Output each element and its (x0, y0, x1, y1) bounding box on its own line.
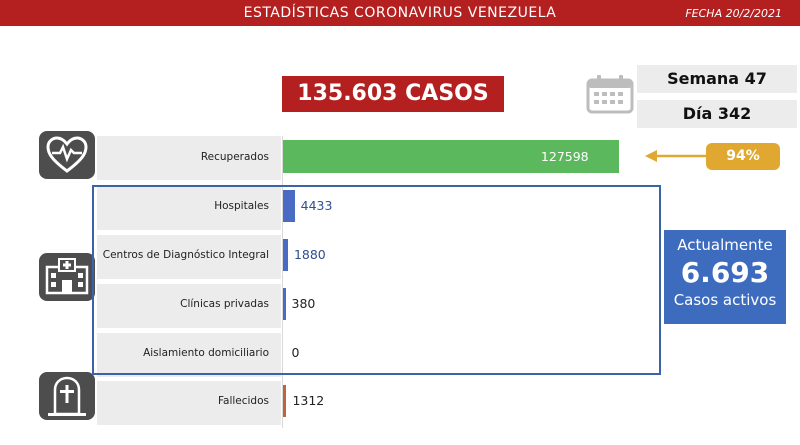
row-bg-cdi (97, 235, 281, 279)
value-hospitales: 4433 (300, 198, 333, 213)
active-cases-subtitle: Casos activos (673, 291, 777, 309)
label-hospitales: Hospitales (214, 200, 269, 212)
report-date: FECHA 20/2/2021 (685, 7, 782, 20)
row-bg-fallecidos (97, 381, 281, 425)
active-cases-box: Actualmente 6.693 Casos activos (664, 230, 786, 324)
calendar-icon (586, 74, 634, 114)
label-fallecidos: Fallecidos (217, 395, 269, 407)
total-cases-badge: 135.603 CASOS (282, 76, 504, 112)
arrow-left-icon (645, 148, 707, 164)
bar-clinicas (283, 288, 286, 320)
heart-pulse-icon (39, 131, 95, 179)
value-cdi: 1880 (293, 247, 326, 262)
label-clinicas: Clínicas privadas (180, 298, 269, 310)
bar-cdi (283, 239, 288, 271)
bar-recuperados (283, 140, 619, 173)
chart-axis (282, 136, 283, 428)
row-bg-recuperados (97, 136, 281, 180)
row-bg-hospitales (97, 186, 281, 230)
bar-fallecidos (283, 385, 287, 417)
day-label: Día 342 (637, 100, 797, 128)
active-cases-value: 6.693 (680, 256, 770, 289)
tombstone-cross-icon (39, 372, 95, 420)
week-label: Semana 47 (637, 65, 797, 93)
row-bg-aislamiento (97, 333, 281, 377)
hospital-building-icon (39, 253, 95, 301)
label-cdi: Centros de Diagnóstico Integral (102, 249, 269, 261)
label-aislamiento: Aislamiento domiciliario (143, 347, 269, 359)
value-fallecidos: 1312 (292, 393, 325, 408)
page-title: ESTADÍSTICAS CORONAVIRUS VENEZUELA (243, 5, 557, 21)
label-recuperados: Recuperados (200, 151, 269, 163)
facilities-frame (92, 185, 661, 375)
row-bg-clinicas (97, 284, 281, 328)
value-aislamiento: 0 (291, 345, 300, 360)
bar-hospitales (283, 190, 295, 222)
value-clinicas: 380 (291, 296, 316, 311)
value-recuperados: 127598 (540, 149, 589, 164)
active-cases-title: Actualmente (677, 236, 773, 254)
header-bar: ESTADÍSTICAS CORONAVIRUS VENEZUELA FECHA… (0, 0, 800, 26)
recovered-percentage-badge: 94% (706, 143, 780, 170)
